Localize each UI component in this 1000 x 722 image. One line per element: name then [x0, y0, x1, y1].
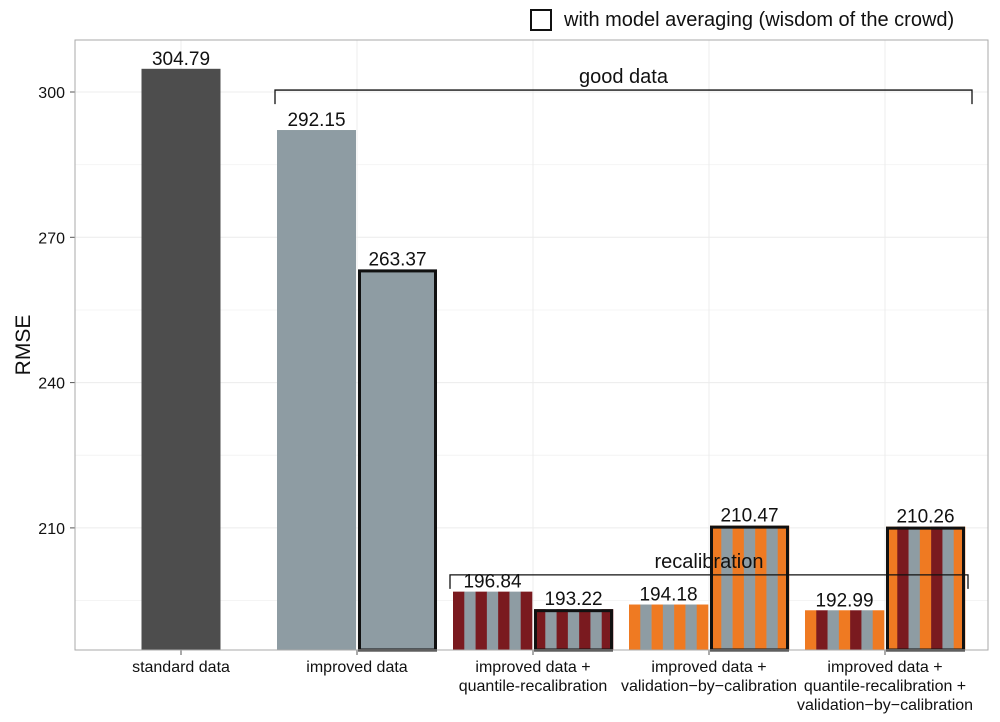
bar-stripe [919, 526, 932, 650]
bar-2 [277, 130, 356, 650]
bar-stripe [674, 604, 686, 650]
bar-9 [886, 526, 966, 652]
bracket-2: recalibration [449, 551, 969, 589]
bracket-label: recalibration [655, 551, 764, 573]
bar-value-label: 192.99 [815, 590, 873, 611]
bar-value-label: 292.15 [287, 110, 345, 131]
bar-stripe [534, 609, 546, 650]
bar-value-labels: 304.79 292.15 263.37 196.84 193.22 194.18 210.… [152, 49, 955, 611]
bar-stripe [721, 525, 733, 650]
bar-stripe [453, 591, 465, 650]
bar-fill [277, 130, 356, 650]
bar-stripe [579, 609, 591, 650]
bar-1 [141, 68, 221, 650]
x-category-label: improved data + quantile-recalibration + v… [797, 659, 973, 714]
y-tick-label: 300 [38, 85, 65, 102]
bar-value-label: 193.22 [544, 589, 602, 610]
bar-stripe [486, 591, 499, 650]
bar-stripe [662, 604, 675, 650]
legend-key-swatch [530, 9, 552, 31]
x-category-label: standard data [132, 659, 230, 676]
bracket-line [274, 89, 973, 105]
bar-stripe [931, 526, 943, 650]
bar-stripe [953, 526, 966, 650]
x-category-label: improved data [306, 659, 407, 676]
bar-stripe [601, 609, 614, 650]
panel-border [74, 39, 989, 651]
x-category-label: improved data + validation−by−calibration [621, 659, 797, 695]
x-category-label: improved data + quantile-recalibration [459, 659, 608, 695]
bar-value-label: 210.26 [896, 507, 954, 528]
bar-5 [534, 609, 614, 652]
plot-panel [75, 40, 988, 650]
bar-stripe [872, 610, 885, 650]
bar-stripe [685, 604, 698, 650]
bar-stripe [651, 604, 664, 650]
bar-stripe [838, 610, 851, 650]
bar-value-label: 194.18 [639, 585, 697, 606]
bar-stripe [640, 604, 652, 650]
bar-stripe [827, 610, 840, 650]
bar-stripe [732, 525, 745, 650]
bar-stripe [755, 525, 767, 650]
bar-stripe [590, 609, 603, 650]
bar-6 [629, 604, 709, 650]
bracket-label: good data [579, 66, 669, 88]
bar-stripe [567, 609, 580, 650]
y-axis-title: RMSE [12, 315, 35, 376]
bar-stripe [805, 610, 817, 650]
bar-stripe [475, 591, 488, 650]
bar-stripe [777, 525, 790, 650]
bar-stripe [710, 525, 722, 650]
x-axis: standard data improved data improved data … [132, 650, 973, 714]
bar-stripe [850, 610, 862, 650]
y-tick-label: 270 [38, 230, 65, 247]
bar-stripe [942, 526, 955, 650]
y-tick-label: 240 [38, 376, 65, 393]
bar-stripe [696, 604, 709, 650]
bar-stripe [556, 609, 569, 650]
bar-7 [710, 525, 790, 652]
bar-3 [358, 269, 437, 652]
bar-stripe [509, 591, 522, 650]
bar-stripe [886, 526, 898, 650]
bar-value-label: 196.84 [463, 572, 522, 593]
legend-label: with model averaging (wisdom of the crow… [564, 8, 955, 31]
bracket-line [449, 574, 969, 589]
bar-value-label: 304.79 [152, 49, 210, 70]
bar-stripe [816, 610, 828, 650]
bar-stripe [743, 525, 756, 650]
panel-background [75, 40, 988, 650]
bracket-1: good data [274, 66, 973, 105]
y-tick-label: 210 [38, 521, 65, 538]
bar-stripe [861, 610, 874, 650]
bar-fill [358, 269, 437, 650]
bar-4 [453, 591, 533, 650]
bar-stripe [766, 525, 779, 650]
bar-stripe [908, 526, 921, 650]
bar-stripe [897, 526, 909, 650]
bar-stripe [464, 591, 476, 650]
bar-value-label: 210.47 [720, 506, 778, 527]
bar-stripe [498, 591, 510, 650]
bar-stripe [545, 609, 557, 650]
bar-fill [141, 68, 221, 650]
legend: with model averaging (wisdom of the crow… [530, 6, 954, 34]
bars [141, 68, 966, 652]
bar-stripe [520, 591, 533, 650]
bar-stripe [629, 604, 641, 650]
bar-8 [805, 610, 885, 650]
bar-value-label: 263.37 [368, 249, 426, 270]
bracket-annotations: good data recalibration [274, 66, 973, 589]
y-axis: 210 240 270 300 [38, 85, 75, 538]
